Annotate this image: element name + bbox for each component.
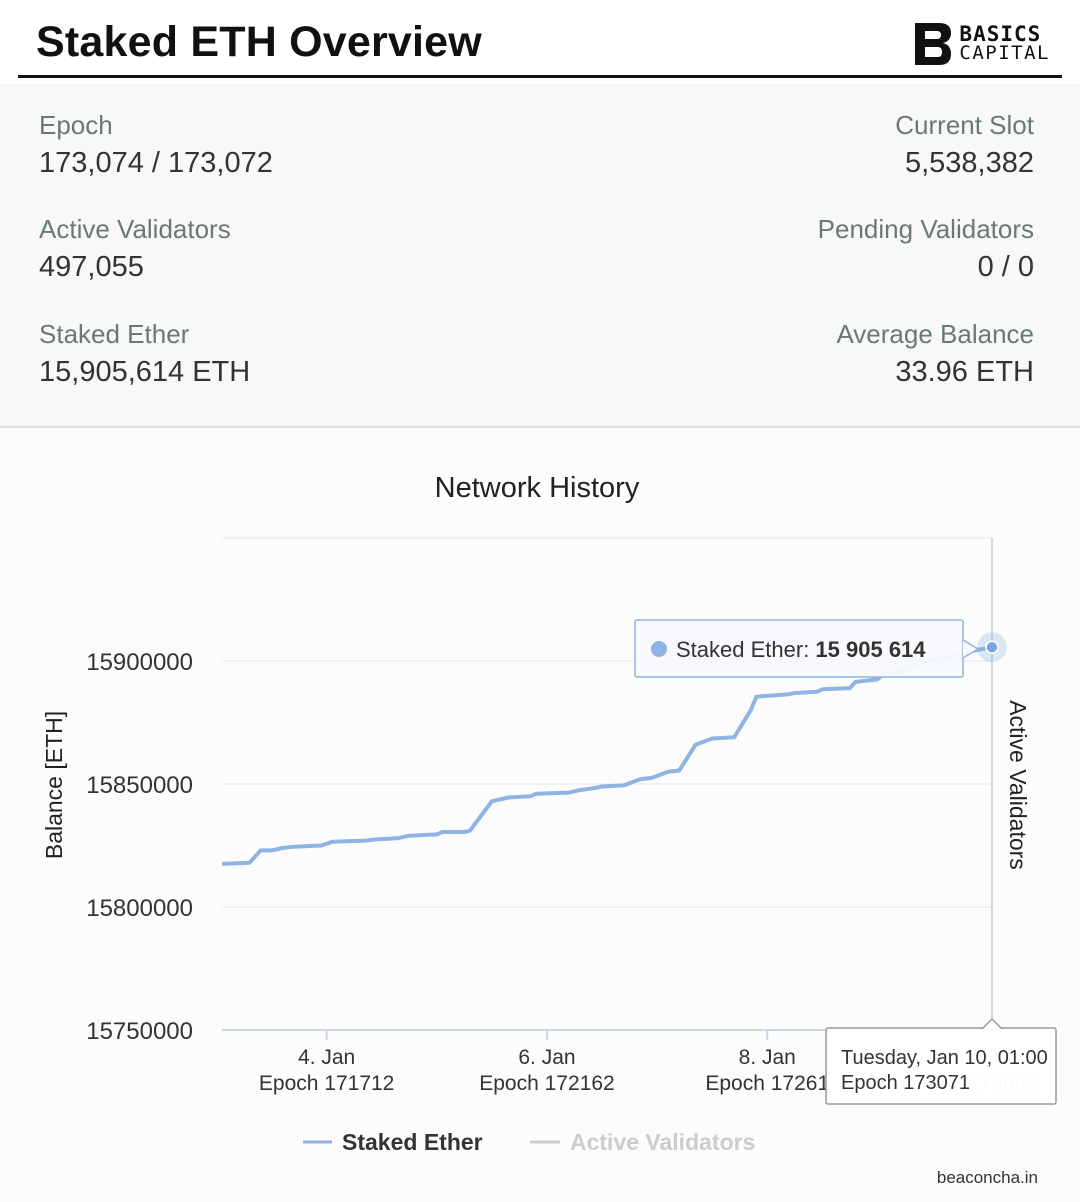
x-tick-epoch: Epoch 171712	[259, 1072, 394, 1095]
stat-value: 33.96 ETH	[895, 356, 1034, 388]
chart-title: Network History	[435, 472, 640, 504]
x-axis-ticks: 4. Jan Epoch 171712 6. Jan Epoch 172162 8. J…	[259, 1030, 829, 1095]
stat-epoch: Epoch 173,074 / 173,072	[39, 110, 519, 180]
stat-value: 173,074 / 173,072	[39, 147, 273, 179]
staked-ether-line	[221, 645, 993, 866]
stat-current-slot: Current Slot 5,538,382	[554, 110, 1034, 180]
logo-text-basics: BASICS	[959, 22, 1042, 46]
y-tick-label: 15750000	[86, 1018, 193, 1045]
x-tick-label: 6. Jan	[518, 1046, 575, 1069]
chart-legend: Staked Ether Active Validators	[303, 1129, 755, 1155]
stat-label: Current Slot	[895, 110, 1034, 140]
b-logo-icon	[915, 23, 952, 65]
x-tooltip-date: Tuesday, Jan 10, 01:00	[841, 1047, 1048, 1069]
chart-grid	[222, 537, 992, 1031]
chart-svg: Network History Balance [ETH] Active Val…	[41, 472, 1057, 1155]
stat-label: Pending Validators	[817, 214, 1034, 244]
network-history-chart: Network History Balance [ETH] Active Val…	[0, 430, 1080, 1202]
value-tooltip-pointer	[962, 639, 980, 659]
x-tooltip-pointer	[981, 1017, 1003, 1030]
stat-active-validators: Active Validators 497,055	[39, 214, 519, 284]
stats-panel: Epoch 173,074 / 173,072 Current Slot 5,5…	[0, 84, 1080, 428]
stat-label: Staked Ether	[39, 319, 190, 349]
hover-group: Staked Ether: 15 905 614173062Tuesday, J…	[634, 538, 1057, 1105]
x-tick-epoch: Epoch 17261	[705, 1072, 829, 1095]
y-tick-label: 15900000	[86, 649, 193, 676]
stat-label: Average Balance	[836, 319, 1034, 349]
legend-staked-ether[interactable]: Staked Ether	[342, 1129, 483, 1155]
hover-point	[985, 640, 999, 654]
stat-label: Active Validators	[39, 214, 231, 244]
y-tick-label: 15800000	[86, 895, 193, 922]
tooltip-series-dot	[651, 641, 667, 657]
value-tooltip-text: Staked Ether: 15 905 614	[676, 637, 926, 662]
legend-active-validators[interactable]: Active Validators	[570, 1129, 755, 1155]
logo-text-capital: CAPITAL	[959, 42, 1050, 64]
x-tick-label: 8. Jan	[739, 1046, 796, 1069]
x-tick-label: 4. Jan	[298, 1046, 355, 1069]
page-header: Staked ETH Overview BASICS CAPITAL	[18, 0, 1062, 78]
stat-pending-validators: Pending Validators 0 / 0	[554, 214, 1034, 284]
stat-value: 15,905,614 ETH	[39, 356, 251, 388]
stat-value: 497,055	[39, 251, 144, 283]
y-axis-ticks: 15750000 15800000 15850000 15900000	[86, 649, 193, 1045]
stat-value: 0 / 0	[977, 251, 1034, 283]
stat-label: Epoch	[39, 110, 113, 140]
basics-capital-logo: BASICS CAPITAL	[913, 20, 1050, 68]
x-tooltip-epoch: Epoch 173071	[841, 1072, 970, 1094]
page-title: Staked ETH Overview	[36, 18, 482, 66]
y-tick-label: 15850000	[86, 772, 193, 799]
x-tooltip-box	[825, 1027, 1057, 1105]
x-tick-epoch: Epoch 172162	[479, 1072, 614, 1095]
stat-average-balance: Average Balance 33.96 ETH	[554, 319, 1034, 389]
stat-value: 5,538,382	[904, 147, 1034, 179]
y-axis-title: Balance [ETH]	[41, 711, 67, 859]
stat-staked-ether: Staked Ether 15,905,614 ETH	[39, 319, 519, 389]
y2-axis-title: Active Validators	[1005, 700, 1031, 870]
source-credit[interactable]: beaconcha.in	[936, 1168, 1038, 1187]
